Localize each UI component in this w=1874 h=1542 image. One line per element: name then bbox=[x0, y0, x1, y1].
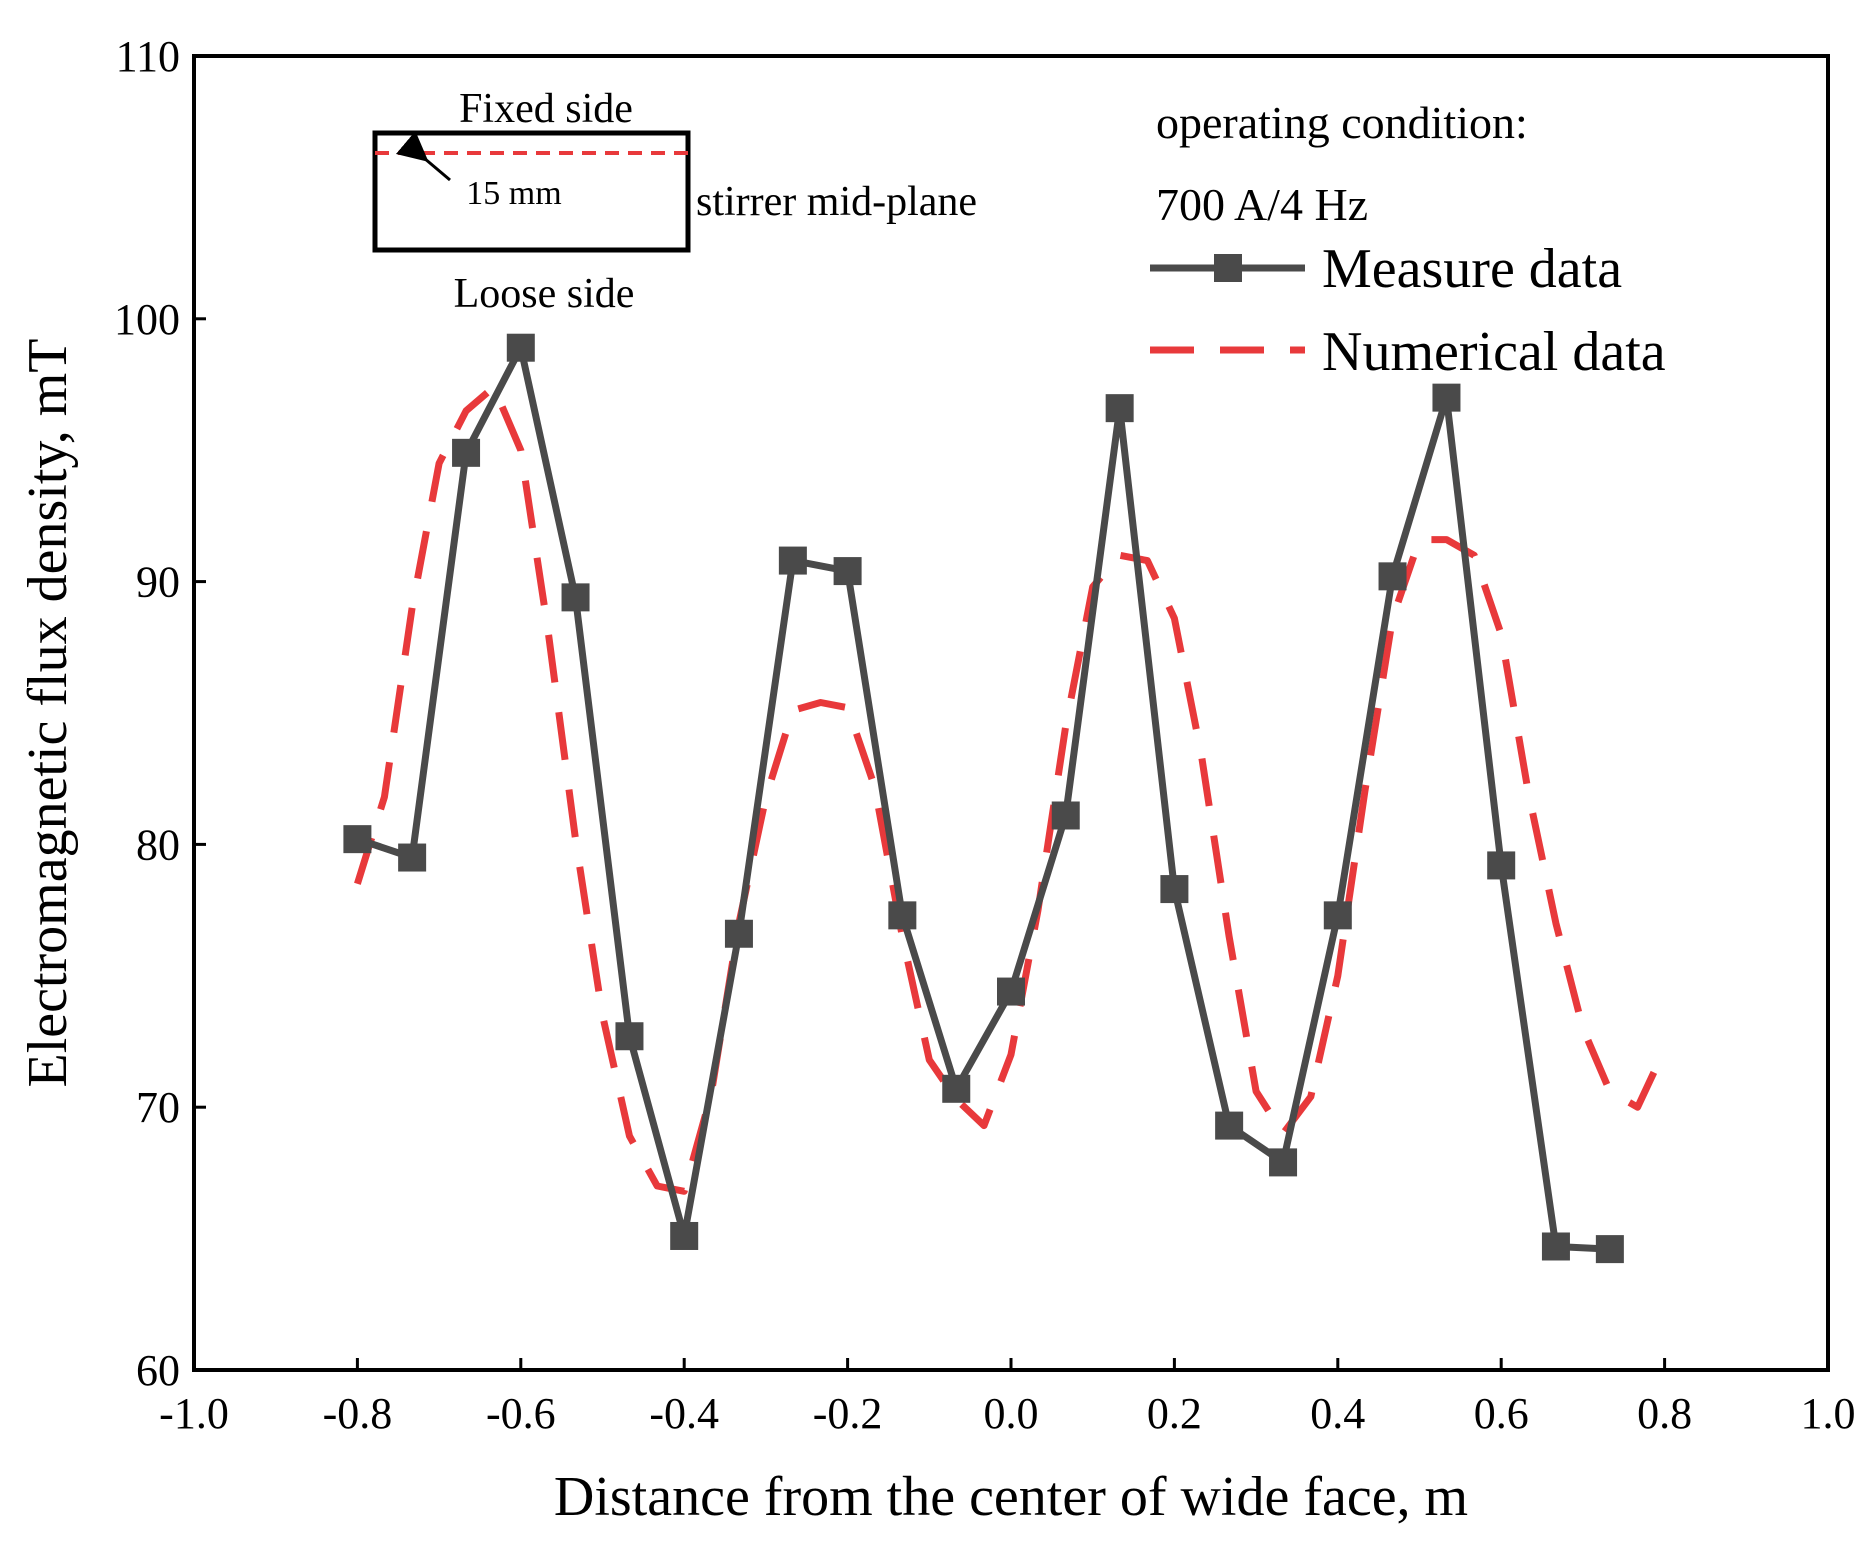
measure-data-point bbox=[1541, 1232, 1570, 1261]
inset-arrow-icon bbox=[395, 131, 451, 182]
measure-data-point bbox=[1595, 1235, 1624, 1264]
measure-data-point bbox=[997, 977, 1025, 1006]
measure-data-point bbox=[561, 583, 590, 612]
x-tick-label: 0.8 bbox=[1637, 1389, 1692, 1438]
x-tick-label: 0.0 bbox=[984, 1389, 1039, 1438]
measure-data-line bbox=[356, 344, 1611, 1253]
x-tick-label: 0.2 bbox=[1147, 1389, 1202, 1438]
legend-numerical-label: Numerical data bbox=[1322, 321, 1666, 383]
y-tick-label: 70 bbox=[136, 1083, 180, 1132]
measure-data-point bbox=[452, 438, 481, 467]
x-tick-label: -1.0 bbox=[159, 1389, 229, 1438]
y-tick-label: 90 bbox=[136, 558, 180, 607]
inset-offset-label: 15 mm bbox=[466, 175, 561, 212]
measure-data-point bbox=[724, 919, 753, 948]
operating-condition-label: operating condition: bbox=[1156, 97, 1528, 148]
measure-data-point bbox=[942, 1074, 971, 1103]
measure-data-point bbox=[398, 843, 427, 872]
measure-data-point bbox=[1432, 383, 1461, 412]
inset-midplane-label: stirrer mid-plane bbox=[696, 179, 977, 225]
x-axis-title: Distance from the center of wide face, m bbox=[554, 1466, 1468, 1528]
inset-loose-side-label: Loose side bbox=[454, 271, 635, 317]
x-tick-label: -0.8 bbox=[323, 1389, 393, 1438]
y-tick-label: 80 bbox=[136, 820, 180, 869]
y-tick-label: 110 bbox=[116, 32, 180, 81]
measure-data-point bbox=[1215, 1111, 1244, 1140]
x-tick-label: -0.2 bbox=[813, 1389, 883, 1438]
x-tick-label: 0.6 bbox=[1474, 1389, 1529, 1438]
measure-data-point bbox=[1378, 562, 1407, 591]
measure-data-point bbox=[615, 1022, 644, 1051]
legend-measure-label: Measure data bbox=[1322, 238, 1622, 300]
x-tick-label: -0.4 bbox=[649, 1389, 719, 1438]
legend-measure-marker bbox=[1214, 254, 1242, 282]
y-axis-ticks: 60 70 80 90 100 110 bbox=[114, 32, 206, 1395]
measure-data-point bbox=[506, 333, 535, 362]
operating-condition-value: 700 A/4 Hz bbox=[1156, 179, 1368, 230]
numerical-data-line bbox=[354, 383, 1668, 1195]
x-tick-label: 0.4 bbox=[1310, 1389, 1365, 1438]
measure-data-point bbox=[343, 825, 372, 854]
numerical-data-series bbox=[354, 383, 1668, 1195]
measure-data-point bbox=[778, 546, 807, 575]
measure-data-point bbox=[1105, 394, 1134, 423]
measure-data-point bbox=[1160, 875, 1189, 904]
y-tick-label: 60 bbox=[136, 1346, 180, 1395]
measure-data-point bbox=[1269, 1148, 1298, 1177]
measure-data-point bbox=[1051, 801, 1080, 830]
measure-data-point bbox=[670, 1221, 699, 1250]
x-tick-label: -0.6 bbox=[486, 1389, 556, 1438]
measure-data-point bbox=[1487, 851, 1516, 880]
inset-box bbox=[372, 130, 691, 253]
y-tick-label: 100 bbox=[114, 295, 180, 344]
x-axis-ticks: -1.0 -0.8 -0.6 -0.4 -0.2 0.0 0.2 0.4 0.6 0.8 1.0 bbox=[159, 1358, 1856, 1438]
measure-data-point bbox=[833, 557, 862, 586]
inset-schematic: Fixed side Loose side 15 mm stirrer mid-… bbox=[372, 86, 977, 317]
legend: Measure data Numerical data bbox=[1150, 238, 1666, 383]
x-tick-label: 1.0 bbox=[1801, 1389, 1856, 1438]
measure-data-point bbox=[1323, 901, 1352, 930]
inset-fixed-side-label: Fixed side bbox=[459, 86, 633, 132]
measure-data-point bbox=[888, 901, 917, 930]
measure-data-series bbox=[343, 333, 1624, 1264]
y-axis-title: Electromagnetic flux density, mT bbox=[17, 338, 79, 1087]
